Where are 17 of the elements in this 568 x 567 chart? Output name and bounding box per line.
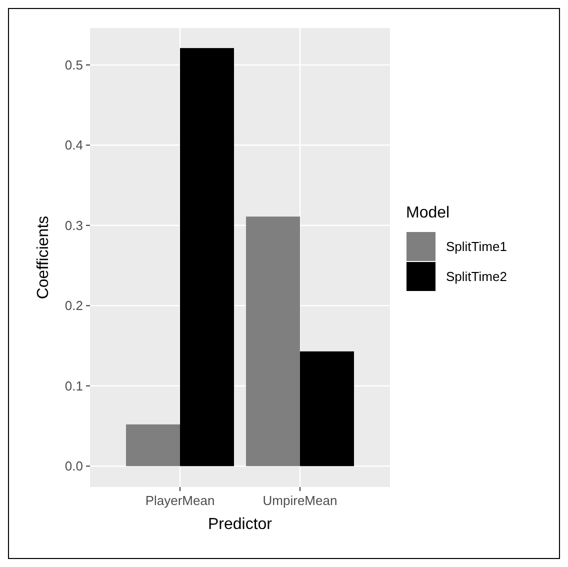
y-axis-title: Coefficients bbox=[35, 216, 52, 300]
legend-label: SplitTime1 bbox=[446, 239, 507, 254]
legend-title: Model bbox=[406, 204, 450, 222]
bar bbox=[126, 424, 180, 466]
legend-label: SplitTime2 bbox=[446, 269, 507, 284]
x-axis-title: Predictor bbox=[208, 516, 273, 533]
y-tick-label: 0.3 bbox=[64, 218, 83, 233]
y-tick-label: 0.5 bbox=[64, 57, 83, 72]
y-tick-label: 0.4 bbox=[64, 138, 83, 153]
x-tick-label: UmpireMean bbox=[262, 493, 338, 508]
y-tick-label: 0.2 bbox=[64, 298, 83, 314]
bar bbox=[180, 48, 234, 466]
bar bbox=[246, 216, 300, 466]
bar bbox=[300, 351, 354, 466]
x-tick-label: PlayerMean bbox=[145, 493, 215, 508]
y-tick-label: 0.0 bbox=[64, 458, 83, 474]
y-tick-label: 0.1 bbox=[64, 378, 83, 394]
